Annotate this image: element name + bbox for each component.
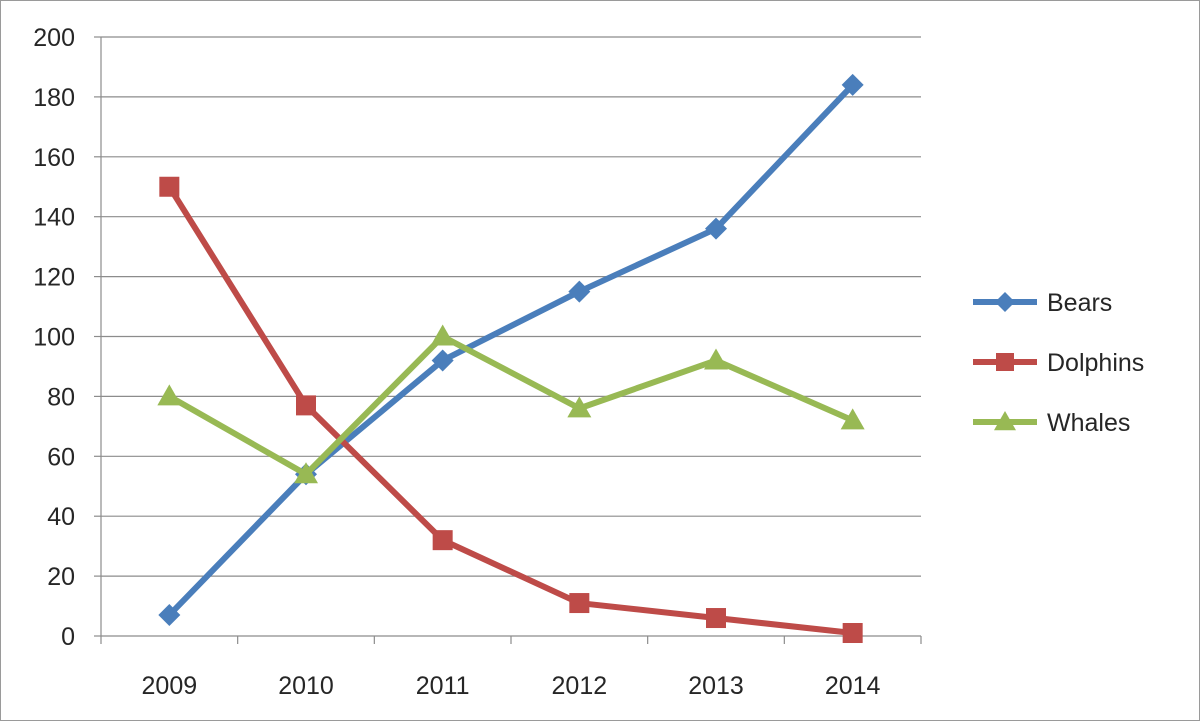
gridlines (101, 36, 921, 577)
y-tick-label: 60 (47, 443, 75, 471)
data-point-dolphins (706, 608, 726, 629)
data-point-bears (431, 349, 454, 372)
y-tick-label: 20 (47, 563, 75, 591)
y-tick-label: 120 (33, 264, 75, 292)
square-marker (996, 353, 1014, 371)
x-tick-label: 2012 (552, 672, 608, 700)
data-point-bears (841, 73, 864, 96)
y-tick-label: 0 (61, 623, 75, 651)
x-tick-label: 2011 (416, 672, 470, 700)
legend-label: Bears (1047, 289, 1112, 317)
data-point-dolphins (842, 623, 863, 644)
data-point-whales (704, 348, 728, 370)
series-lines (157, 73, 865, 644)
series-whales (157, 324, 865, 484)
data-point-dolphins (159, 176, 180, 197)
data-point-dolphins (432, 530, 453, 551)
x-axis-tick-labels: 2009 2010 2011 2012 2013 2014 (142, 672, 881, 700)
data-point-whales (567, 396, 592, 418)
x-tick-label: 2013 (688, 672, 744, 700)
y-tick-label: 160 (33, 144, 75, 172)
data-point-whales (430, 324, 455, 346)
legend-entry-dolphins: Dolphins (973, 349, 1144, 377)
data-point-whales (157, 384, 182, 406)
series-line-dolphins (166, 183, 856, 637)
series-line-bears (166, 81, 856, 619)
data-point-whales (840, 408, 865, 430)
series-line-whales (166, 333, 856, 478)
data-point-dolphins (569, 593, 590, 614)
data-point-whales (294, 462, 318, 484)
legend-label: Dolphins (1047, 349, 1144, 377)
data-point-bears (705, 217, 727, 240)
legend-entry-whales: Whales (973, 409, 1130, 437)
data-point-bears (158, 604, 181, 627)
diamond-marker (995, 292, 1015, 312)
legend: Bears Dolphins Whales (973, 289, 1144, 437)
series-dolphins (159, 176, 863, 644)
y-axis-tick-labels: 0 20 40 60 80 100 120 140 160 180 200 (33, 24, 75, 651)
legend-label: Whales (1047, 409, 1130, 437)
data-point-dolphins (296, 395, 316, 416)
x-tick-label: 2009 (142, 672, 198, 700)
triangle-marker (994, 411, 1016, 431)
y-tick-label: 100 (33, 324, 75, 352)
x-tick-label: 2010 (278, 672, 334, 700)
y-tick-label: 180 (33, 84, 75, 112)
legend-entry-bears: Bears (973, 289, 1112, 317)
y-tick-label: 80 (47, 383, 75, 411)
y-tick-label: 200 (33, 24, 75, 52)
axes (94, 36, 922, 644)
data-point-bears (568, 280, 591, 303)
x-tick-label: 2014 (825, 672, 881, 700)
y-tick-label: 40 (47, 503, 75, 531)
y-tick-label: 140 (33, 204, 75, 232)
